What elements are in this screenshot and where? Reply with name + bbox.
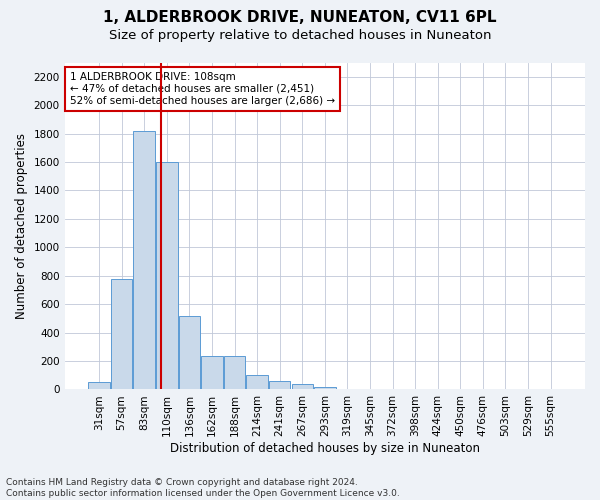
Bar <box>201 356 223 390</box>
Bar <box>88 382 110 390</box>
Bar <box>314 386 335 390</box>
Bar <box>224 356 245 390</box>
X-axis label: Distribution of detached houses by size in Nuneaton: Distribution of detached houses by size … <box>170 442 480 455</box>
Bar <box>179 316 200 390</box>
Text: 1, ALDERBROOK DRIVE, NUNEATON, CV11 6PL: 1, ALDERBROOK DRIVE, NUNEATON, CV11 6PL <box>103 10 497 25</box>
Bar <box>292 384 313 390</box>
Text: Contains HM Land Registry data © Crown copyright and database right 2024.
Contai: Contains HM Land Registry data © Crown c… <box>6 478 400 498</box>
Y-axis label: Number of detached properties: Number of detached properties <box>15 133 28 319</box>
Text: 1 ALDERBROOK DRIVE: 108sqm
← 47% of detached houses are smaller (2,451)
52% of s: 1 ALDERBROOK DRIVE: 108sqm ← 47% of deta… <box>70 72 335 106</box>
Bar <box>247 374 268 390</box>
Bar <box>156 162 178 390</box>
Bar <box>133 130 155 390</box>
Bar <box>111 280 133 390</box>
Bar <box>269 381 290 390</box>
Text: Size of property relative to detached houses in Nuneaton: Size of property relative to detached ho… <box>109 29 491 42</box>
